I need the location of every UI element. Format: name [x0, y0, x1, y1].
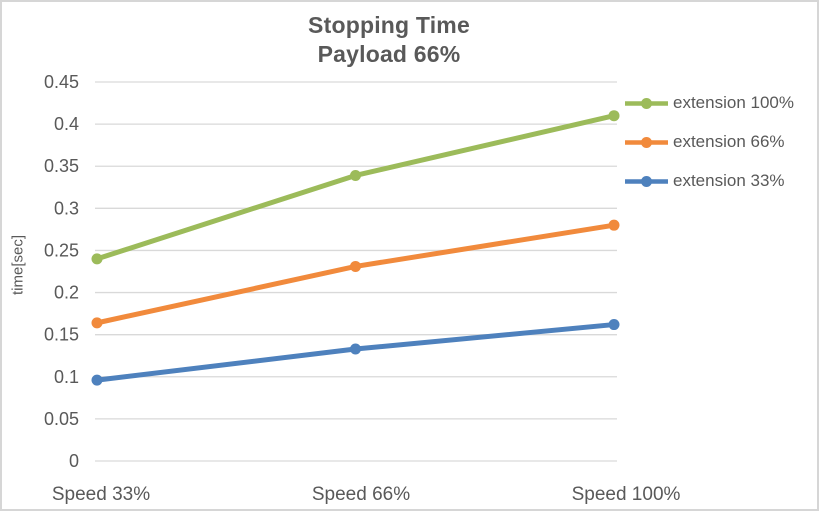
data-point — [608, 219, 620, 231]
chart-title: Stopping Time Payload 66% — [2, 11, 776, 69]
y-axis-title: time[sec] — [9, 234, 27, 296]
y-tick-label: 0.1 — [54, 367, 79, 387]
chart-title-line2: Payload 66% — [317, 41, 461, 67]
data-point — [608, 319, 620, 331]
legend: extension 100% extension 66% extension 3… — [623, 92, 794, 192]
chart-title-line1: Stopping Time — [308, 12, 470, 38]
series-line — [94, 222, 617, 326]
y-tick-label: 0.45 — [44, 72, 79, 92]
legend-label: extension 66% — [673, 132, 785, 151]
x-tick-label-speed-66: Speed 66% — [311, 484, 411, 505]
x-tick-label-speed-33: Speed 33% — [51, 484, 151, 505]
y-tick-label: 0.15 — [44, 325, 79, 345]
data-point — [608, 110, 620, 122]
y-tick-label: 0.4 — [54, 114, 79, 134]
data-point — [350, 169, 361, 181]
data-point — [91, 317, 103, 329]
legend-item-extension-100: extension 100% — [623, 92, 794, 114]
legend-label: extension 33% — [673, 171, 785, 190]
legend-item-extension-33: extension 33% — [623, 170, 794, 192]
legend-line-marker-icon — [625, 136, 668, 148]
legend-line-marker-icon — [625, 175, 668, 187]
y-tick-label: 0.05 — [44, 409, 79, 429]
data-point — [91, 374, 103, 386]
data-point — [350, 260, 361, 272]
y-tick-label: 0.2 — [54, 283, 79, 303]
legend-label: extension 100% — [673, 93, 794, 112]
y-tick-label: 0.25 — [44, 240, 79, 260]
y-tick-label: 0.35 — [44, 156, 79, 176]
legend-item-extension-66: extension 66% — [623, 131, 794, 153]
y-tick-label: 0 — [69, 451, 79, 471]
x-tick-label-speed-100: Speed 100% — [571, 484, 681, 505]
y-tick-label: 0.3 — [54, 198, 79, 218]
data-point — [350, 343, 361, 355]
data-point — [91, 253, 103, 265]
legend-line-marker-icon — [625, 97, 668, 109]
